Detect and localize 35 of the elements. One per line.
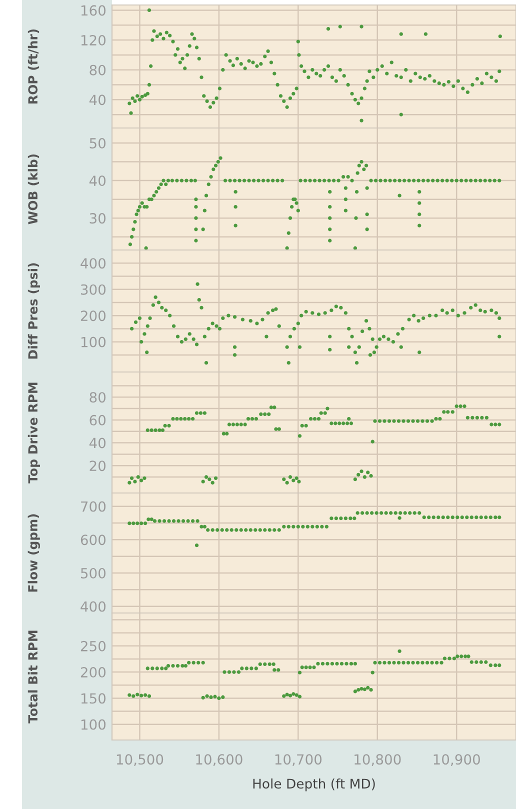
y-tick-label: 100 <box>81 336 106 348</box>
y-tick-label: 400 <box>80 601 106 612</box>
x-tick-label: 10,600 <box>196 754 242 766</box>
y-tick-label: 200 <box>80 667 106 678</box>
y-tick-label: 160 <box>81 5 106 16</box>
x-tick-label: 10,500 <box>116 754 164 766</box>
y-axis-title: Top Drive RPM <box>28 382 40 484</box>
y-tick-label: 200 <box>80 310 106 322</box>
x-axis-title: Hole Depth (ft MD) <box>253 778 375 792</box>
y-axis-title: WOB (klb) <box>28 154 40 224</box>
y-axis-title: Total Bit RPM <box>28 630 38 724</box>
y-tick-label: 100 <box>81 719 106 730</box>
y-axis-title: Flow (gpm) <box>28 514 40 592</box>
y-tick-label: 50 <box>90 138 106 148</box>
y-tick-label: 250 <box>80 640 106 652</box>
y-tick-label: 40 <box>89 438 106 448</box>
y-tick-label: 80 <box>90 64 106 76</box>
y-tick-label: 80 <box>90 392 106 403</box>
y-tick-label: 500 <box>81 568 106 578</box>
y-axis-title: ROP (ft/hr) <box>28 29 40 104</box>
y-axis-title: Diff Pres (psi) <box>28 263 40 359</box>
y-tick-label: 40 <box>89 94 106 106</box>
x-tick-label: 10,900 <box>434 754 480 766</box>
y-tick-label: 120 <box>81 35 106 46</box>
y-tick-label: 150 <box>81 693 106 704</box>
y-tick-label: 60 <box>90 414 106 426</box>
y-tick-label: 40 <box>89 176 106 186</box>
y-tick-label: 300 <box>80 284 106 295</box>
x-tick-label: 10,700 <box>275 754 322 766</box>
y-tick-label: 400 <box>80 258 106 269</box>
y-tick-label: 700 <box>81 501 106 512</box>
y-tick-label: 30 <box>90 213 106 224</box>
y-tick-label: 20 <box>90 460 106 472</box>
y-tick-label: 600 <box>80 534 106 546</box>
x-tick-label: 10,800 <box>354 754 401 766</box>
